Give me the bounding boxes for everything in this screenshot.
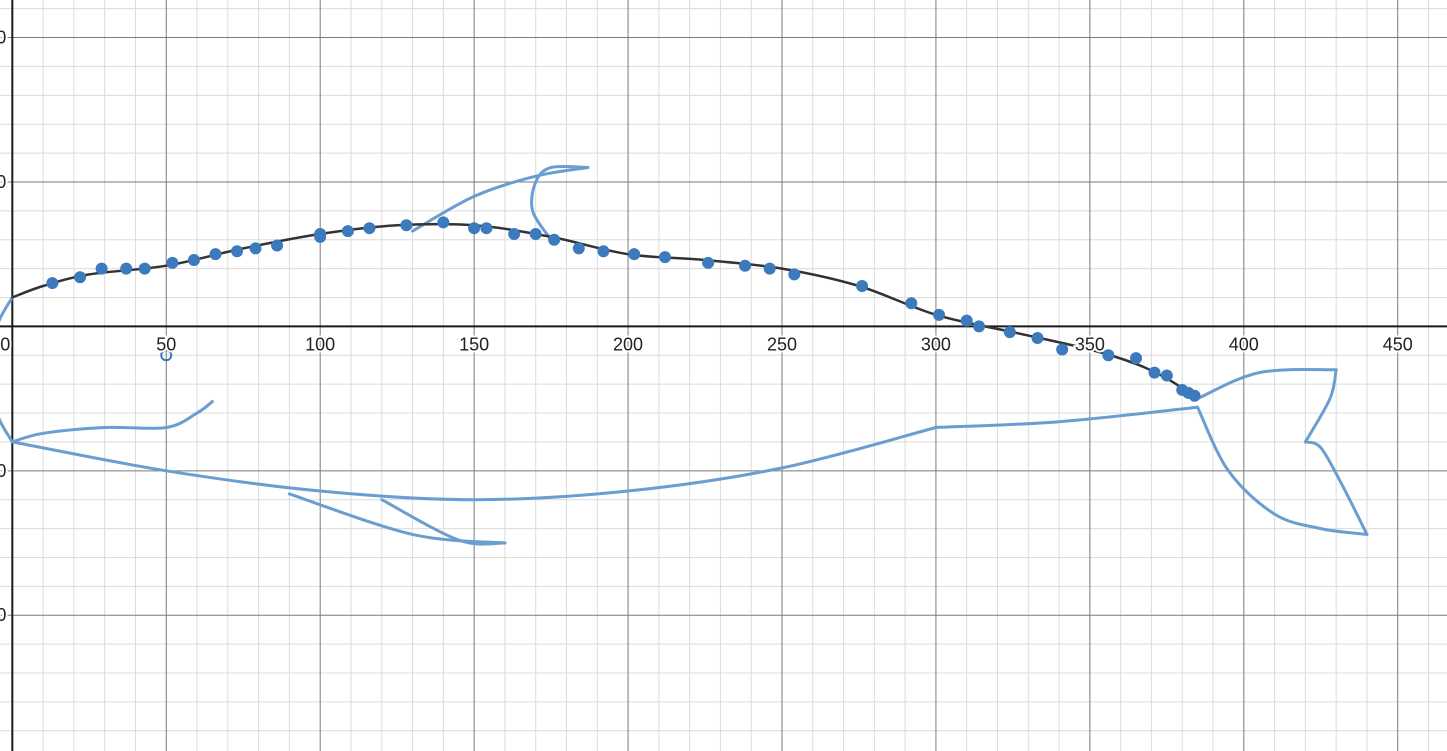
data-point (120, 262, 133, 275)
data-point (1188, 389, 1201, 402)
data-point (249, 242, 262, 255)
y-tick-label: 50 (0, 172, 6, 192)
data-point (1160, 369, 1173, 382)
data-point (1102, 349, 1115, 362)
y-tick-label: -100 (0, 605, 6, 625)
data-point (231, 245, 244, 258)
x-tick-label: 0 (0, 334, 10, 354)
whale-outline-curve-5 (287, 492, 507, 545)
whale-outline-curve-9 (1196, 368, 1338, 401)
data-point (271, 239, 284, 252)
data-point (973, 320, 986, 333)
x-tick-label: 50 (156, 334, 176, 354)
data-point (597, 245, 610, 258)
x-tick-label: 200 (613, 334, 643, 354)
data-point (659, 251, 672, 264)
x-tick-label: 350 (1075, 334, 1105, 354)
x-tick-label: 450 (1383, 334, 1413, 354)
x-tick-label: 250 (767, 334, 797, 354)
y-tick-label: -150 (0, 750, 6, 751)
whale-outline-curve-6 (380, 498, 507, 546)
data-point (400, 219, 413, 232)
data-point (209, 248, 222, 261)
data-point (341, 225, 354, 238)
data-point (548, 233, 561, 246)
data-points-layer (46, 216, 1201, 402)
whale-outline-curve-3 (10, 426, 938, 502)
data-point (363, 222, 376, 235)
data-point (788, 268, 801, 281)
x-tick-label: 400 (1229, 334, 1259, 354)
data-point (856, 279, 869, 292)
data-point (187, 253, 200, 266)
whale-outline-curve-8 (530, 164, 590, 242)
whale-outline-curve-10 (1303, 368, 1338, 444)
data-point (74, 271, 87, 284)
open-data-point (160, 349, 173, 362)
data-point (166, 256, 179, 269)
data-point (933, 308, 946, 321)
tick-labels: 0 50 100 150 200 250 300 350 400 450 100 50 -50 -100 -… (0, 26, 1415, 751)
y-tick-label: 100 (0, 28, 6, 48)
data-point (628, 248, 641, 261)
whale-outline-curves (0, 164, 1369, 546)
data-point (1003, 326, 1016, 339)
data-point (960, 314, 973, 327)
whale-outline-curve-7 (411, 166, 590, 233)
data-point (702, 256, 715, 269)
whale-outline-curve-4 (934, 405, 1200, 429)
data-point (739, 259, 752, 272)
whale-outline-curve-2 (10, 400, 214, 444)
whale-outline-curve-12 (1196, 405, 1369, 536)
data-point (95, 262, 108, 275)
y-tick-label: -50 (0, 461, 6, 481)
data-point (1056, 343, 1069, 356)
whale-outline-curve-11 (1303, 440, 1369, 536)
x-tick-label: 300 (921, 334, 951, 354)
data-point (468, 222, 481, 235)
data-point (1031, 331, 1044, 344)
data-point (508, 227, 521, 240)
data-point (437, 216, 450, 229)
data-point (905, 297, 918, 310)
data-point (529, 227, 542, 240)
data-point (1130, 352, 1143, 365)
x-tick-label: 150 (459, 334, 489, 354)
data-point (138, 262, 151, 275)
data-point (480, 222, 493, 235)
whale-outline-curve-1 (0, 296, 14, 444)
data-point (572, 242, 585, 255)
data-point (763, 262, 776, 275)
data-point (314, 227, 327, 240)
data-point (1148, 366, 1161, 379)
x-tick-label: 100 (305, 334, 335, 354)
data-point (46, 277, 59, 290)
